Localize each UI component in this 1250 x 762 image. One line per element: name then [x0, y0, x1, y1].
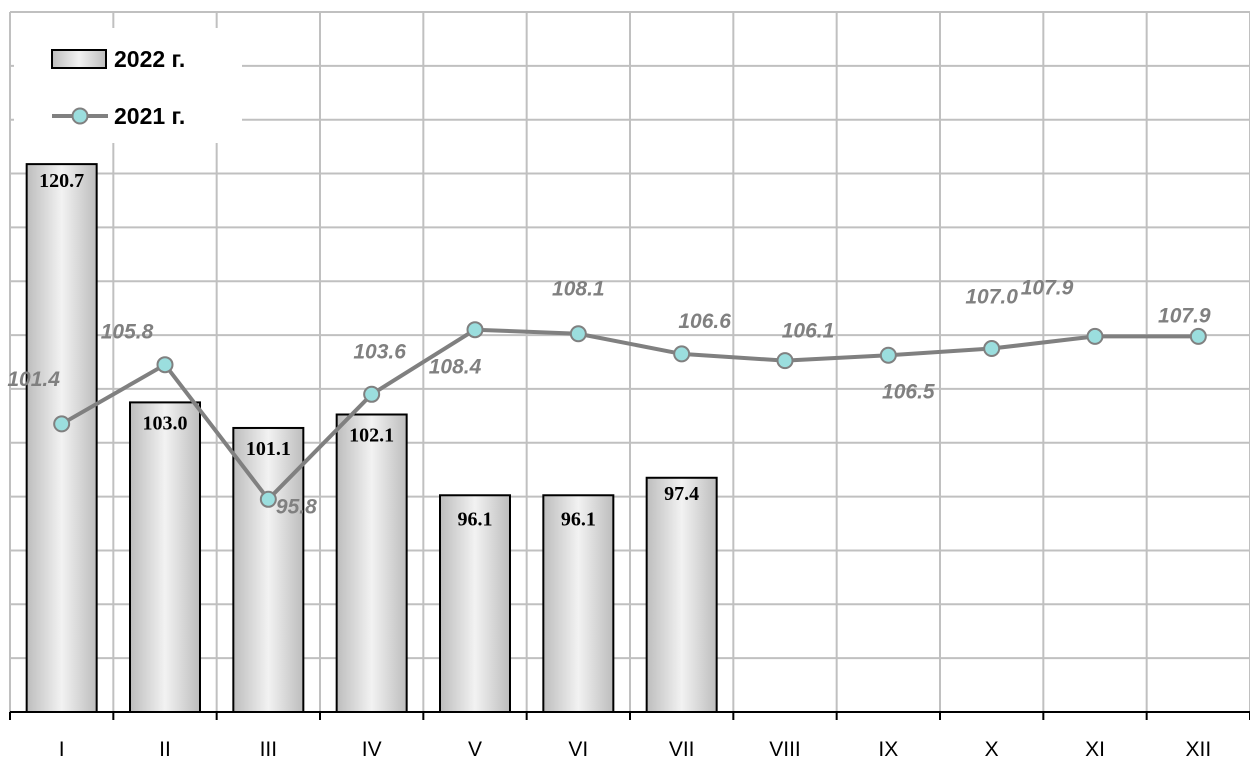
bar-data-label: 102.1 [349, 425, 394, 447]
x-tick-label: VIII [769, 738, 801, 761]
bar-data-label: 97.4 [664, 483, 699, 505]
line-data-label: 106.1 [782, 320, 835, 343]
legend: 2022 г. 2021 г. [14, 28, 242, 143]
line-data-label: 103.6 [353, 340, 406, 363]
bar-data-label: 103.0 [143, 412, 188, 434]
bar-data-label: 101.1 [246, 438, 291, 460]
line-marker [1086, 327, 1104, 345]
line-data-label: 107.9 [1021, 276, 1074, 299]
line-data-label: 106.6 [678, 310, 731, 333]
legend-label-line: 2021 г. [114, 103, 185, 129]
line-marker [156, 356, 174, 374]
line-path [60, 327, 1199, 502]
line-data-label: 107.0 [965, 286, 1018, 309]
bar-data-label: 96.1 [561, 508, 596, 530]
x-tick-label: XI [1085, 738, 1105, 761]
line-data-label: 107.9 [1158, 304, 1211, 327]
x-tick-label: XII [1185, 738, 1211, 761]
line-marker [363, 385, 381, 403]
line-marker [569, 325, 587, 343]
bar [129, 401, 201, 713]
line-data-label: 108.1 [552, 278, 605, 301]
line-series: 101.4 105.8 95.8 103.6 108.4 108.1 106.6 106.1 1… [7, 276, 1211, 518]
line-data-label: 101.4 [7, 368, 60, 391]
line-marker [1189, 327, 1207, 345]
bar [439, 494, 511, 713]
line-data-label: 95.8 [276, 495, 317, 518]
x-tick-label: III [260, 738, 278, 761]
bar [645, 476, 718, 713]
x-tick-label: IX [878, 738, 898, 761]
x-tick-label: VII [669, 738, 695, 761]
legend-swatch-marker [71, 107, 89, 125]
legend-background [14, 28, 242, 143]
line-marker [879, 346, 897, 364]
x-tick-label: V [468, 738, 482, 761]
line-marker [983, 340, 1001, 358]
bar [335, 413, 408, 713]
bar-data-label: 120.7 [39, 170, 84, 192]
x-tick-label: X [985, 738, 999, 761]
line-marker [53, 415, 71, 433]
bar [25, 163, 98, 714]
legend-label-bar: 2022 г. [114, 46, 185, 72]
x-tick-label: I [59, 738, 65, 761]
line-data-label: 105.8 [101, 321, 154, 344]
line-marker [259, 490, 277, 508]
line-marker [466, 321, 484, 339]
bar-data-label: 96.1 [458, 508, 493, 530]
line-data-label: 108.4 [429, 356, 482, 379]
legend-swatch-bar [51, 49, 107, 69]
line-marker [776, 352, 794, 370]
bar-series: 120.7 103.0 101.1 102.1 96.1 96.1 97.4 [25, 163, 718, 714]
line-data-label: 106.5 [882, 380, 935, 403]
x-tick-label: VI [568, 738, 588, 761]
x-tick-label: II [159, 738, 171, 761]
x-axis: I II III IV V VI VII VIII IX X XI XII [9, 711, 1250, 761]
x-tick-label: IV [362, 738, 382, 761]
line-marker [673, 345, 691, 363]
